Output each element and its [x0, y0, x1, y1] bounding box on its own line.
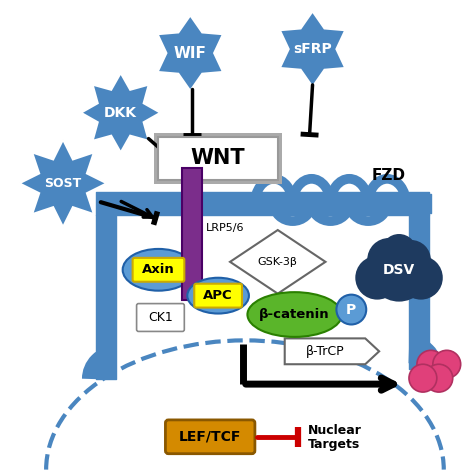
Text: LRP5/6: LRP5/6	[206, 223, 245, 233]
Text: CK1: CK1	[148, 311, 173, 324]
Circle shape	[391, 240, 431, 280]
Ellipse shape	[187, 278, 249, 314]
Text: WIF: WIF	[174, 46, 207, 61]
Text: P: P	[346, 302, 356, 317]
Text: FZD: FZD	[372, 168, 406, 183]
Circle shape	[433, 350, 461, 378]
Text: DKK: DKK	[104, 106, 137, 120]
FancyBboxPatch shape	[133, 258, 184, 282]
Ellipse shape	[123, 249, 194, 291]
Polygon shape	[81, 73, 161, 153]
Text: DSV: DSV	[383, 263, 415, 277]
Circle shape	[381, 234, 417, 270]
Polygon shape	[285, 338, 379, 364]
Text: SOST: SOST	[45, 177, 82, 190]
FancyBboxPatch shape	[165, 420, 255, 454]
Circle shape	[409, 364, 437, 392]
Circle shape	[367, 238, 411, 282]
Text: sFRP: sFRP	[293, 42, 332, 56]
Text: APC: APC	[203, 289, 233, 302]
Text: Axin: Axin	[142, 263, 175, 276]
Circle shape	[417, 350, 445, 378]
Circle shape	[337, 295, 366, 325]
Circle shape	[425, 364, 453, 392]
Text: LEF/TCF: LEF/TCF	[179, 430, 241, 444]
Bar	[158, 137, 278, 180]
Polygon shape	[230, 230, 326, 293]
Text: Nuclear: Nuclear	[308, 424, 362, 438]
Bar	[182, 169, 202, 300]
Text: β-TrCP: β-TrCP	[306, 345, 344, 358]
Circle shape	[369, 242, 429, 301]
Bar	[155, 133, 282, 184]
FancyBboxPatch shape	[137, 304, 184, 332]
Text: Targets: Targets	[308, 438, 360, 451]
Polygon shape	[157, 15, 223, 91]
Text: WNT: WNT	[191, 148, 246, 169]
Polygon shape	[19, 139, 107, 227]
FancyBboxPatch shape	[194, 284, 242, 308]
Text: β-catenin: β-catenin	[259, 308, 330, 321]
Ellipse shape	[247, 292, 342, 337]
Text: GSK-3β: GSK-3β	[258, 257, 298, 267]
Circle shape	[399, 256, 443, 300]
Polygon shape	[280, 11, 345, 87]
Circle shape	[356, 256, 399, 300]
